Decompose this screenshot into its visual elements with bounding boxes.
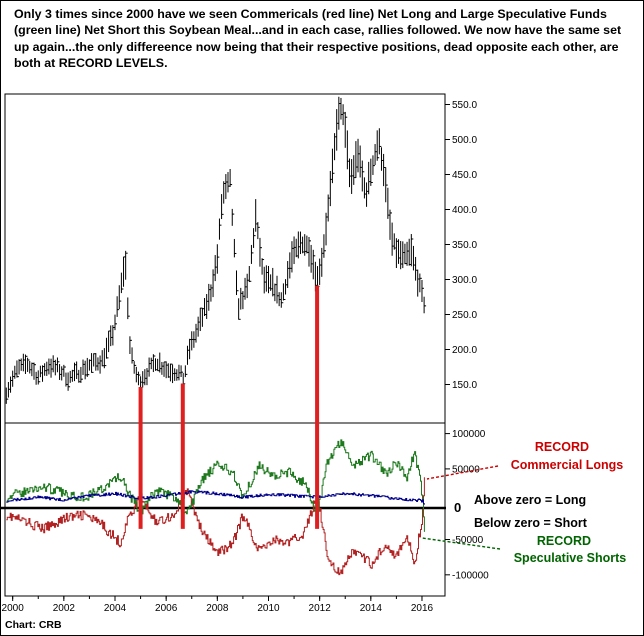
x-tick-label-2006: 2006 [155, 603, 178, 614]
cot-tick-label-100000: 100000 [452, 429, 486, 440]
price-series [5, 96, 427, 404]
chart-source: Chart: CRB [5, 619, 62, 631]
price-tick-label-500.0: 500.0 [452, 135, 477, 146]
x-tick-label-2004: 2004 [104, 603, 127, 614]
setup-markers [138, 285, 320, 529]
speculative-callout-line2: Speculative Shorts [514, 551, 627, 565]
small-traders-line [6, 490, 425, 505]
price-tick-label-250.0: 250.0 [452, 310, 477, 321]
cot-tick-label--100000: -100000 [452, 570, 489, 581]
x-tick-label-2008: 2008 [206, 603, 229, 614]
below-zero-note: Below zero = Short [474, 516, 588, 530]
price-axis: 150.0 200.0 250.0 300.0 350.0 400.0 450.0 500.0… [445, 100, 477, 391]
price-tick-label-550.0: 550.0 [452, 100, 477, 111]
x-tick-label-2012: 2012 [309, 603, 332, 614]
x-tick-label-2002: 2002 [53, 603, 76, 614]
zero-label: 0 [454, 500, 461, 515]
commercial-callout-line [426, 465, 499, 480]
above-zero-note: Above zero = Long [474, 493, 586, 507]
cot-tick-label--50000: -50000 [452, 535, 484, 546]
x-axis: 2000 2002 2004 2006 2008 2010 2012 2014 2016 [2, 596, 434, 614]
x-tick-label-2000: 2000 [2, 603, 25, 614]
commercial-callout-line1: RECORD [535, 440, 589, 454]
x-tick-label-2016: 2016 [411, 603, 434, 614]
price-tick-label-350.0: 350.0 [452, 240, 477, 251]
price-tick-label-450.0: 450.0 [452, 170, 477, 181]
cot-tick-label-50000: 50000 [452, 464, 480, 475]
cot-axis: 100000 50000 -50000 -100000 [445, 429, 489, 581]
cot-series [6, 439, 425, 576]
speculative-callout-line1: RECORD [537, 534, 591, 548]
speculators-line [6, 439, 425, 532]
speculative-callout-line [421, 537, 501, 550]
plot-area [4, 93, 446, 597]
headline-text: Only 3 times since 2000 have we seen Com… [14, 7, 622, 71]
price-tick-label-150.0: 150.0 [452, 380, 477, 391]
price-tick-label-200.0: 200.0 [452, 345, 477, 356]
price-tick-label-400.0: 400.0 [452, 205, 477, 216]
x-tick-label-2010: 2010 [257, 603, 280, 614]
commercials-line [6, 477, 425, 576]
x-tick-label-2014: 2014 [360, 603, 383, 614]
price-tick-label-300.0: 300.0 [452, 275, 477, 286]
commercial-callout-line2: Commercial Longs [511, 458, 624, 472]
